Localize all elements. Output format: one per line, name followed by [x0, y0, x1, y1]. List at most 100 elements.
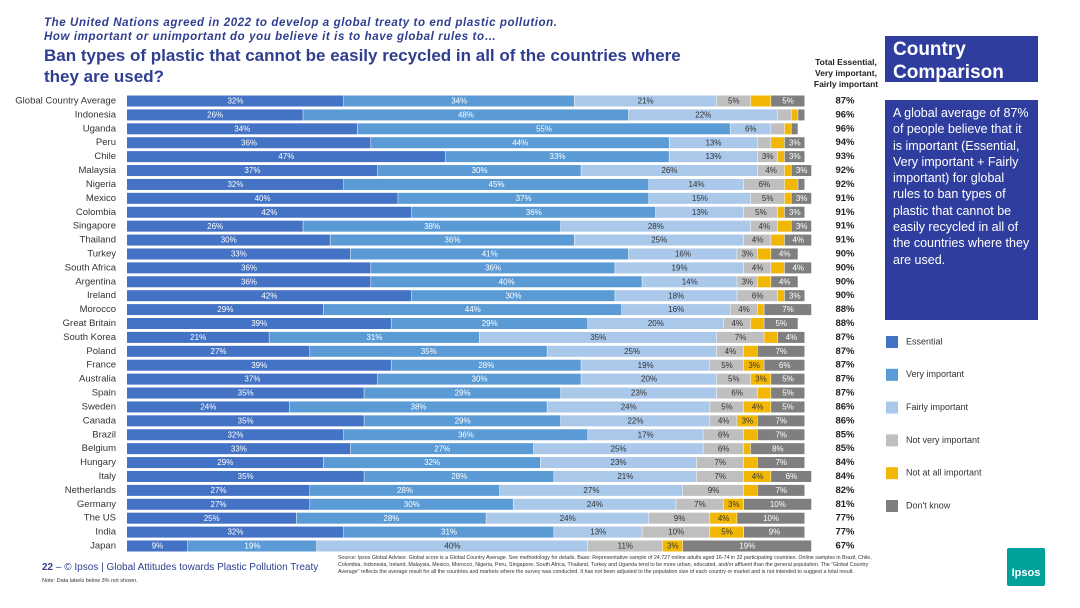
total-label: 88%: [835, 318, 855, 329]
data-label: 32%: [227, 430, 243, 439]
bar-segment: [350, 248, 629, 260]
data-label: 40%: [444, 542, 460, 551]
bar-segment: [303, 109, 629, 121]
bar-segment: [533, 443, 703, 455]
data-label: 4%: [752, 472, 764, 481]
legend-swatch: [886, 434, 898, 447]
data-label: 41%: [482, 250, 498, 259]
legend-label: Essential: [906, 336, 943, 346]
category-label: Hungary: [80, 457, 116, 468]
category-label: South Korea: [63, 332, 117, 343]
bar-segment: [716, 387, 758, 399]
data-label: 19%: [739, 542, 755, 551]
bar-segment: [777, 151, 785, 163]
data-label: 31%: [366, 333, 382, 342]
data-label: 5%: [782, 389, 794, 398]
bar-segment: [547, 401, 710, 413]
bar-segment: [757, 457, 805, 469]
bar-segment: [784, 290, 805, 302]
bar-segment: [479, 331, 717, 343]
data-label: 20%: [641, 375, 657, 384]
bar-segment: [127, 151, 446, 163]
total-label: 77%: [835, 513, 855, 524]
total-label: 90%: [835, 248, 855, 259]
data-label: 7%: [714, 458, 726, 467]
data-label: 22%: [627, 416, 643, 425]
bar-segment: [547, 345, 717, 357]
bar-segment: [411, 290, 615, 302]
category-label: Poland: [86, 346, 116, 357]
bar-segment: [777, 290, 785, 302]
bar-segment: [316, 540, 588, 552]
bar-segment: [743, 484, 758, 496]
data-label: 4%: [765, 166, 777, 175]
bar-segment: [127, 234, 330, 246]
bar-segment: [628, 248, 737, 260]
bar-segment: [791, 109, 798, 121]
bar-segment: [588, 540, 663, 552]
bar-segment: [743, 470, 771, 482]
data-label: 3%: [796, 222, 808, 231]
total-label: 96%: [835, 123, 855, 134]
data-label: 30%: [221, 236, 237, 245]
data-label: 20%: [648, 319, 664, 328]
data-label: 7%: [782, 305, 794, 314]
data-label: 6%: [779, 361, 791, 370]
bar-segment: [764, 304, 812, 316]
data-label: 24%: [560, 514, 576, 523]
data-label: 36%: [241, 138, 257, 147]
total-label: 85%: [835, 429, 855, 440]
bar-segment: [343, 526, 554, 538]
data-label: 29%: [482, 319, 498, 328]
data-label: 9%: [674, 514, 686, 523]
data-label: 32%: [227, 97, 243, 106]
bar-segment: [127, 359, 391, 371]
total-label: 67%: [835, 541, 855, 552]
data-label: 28%: [397, 486, 413, 495]
data-label: 39%: [251, 319, 267, 328]
bar-segment: [771, 276, 798, 288]
category-label: Nigeria: [86, 179, 117, 190]
bar-segment: [791, 165, 812, 177]
bar-segment: [771, 401, 805, 413]
total-label: 91%: [835, 235, 855, 246]
bar-segment: [127, 95, 344, 107]
bar-segment: [588, 429, 703, 441]
bar-segment: [710, 401, 744, 413]
bar-segment: [445, 151, 669, 163]
bar-segment: [581, 373, 717, 385]
data-label: 4%: [786, 333, 798, 342]
bar-segment: [771, 234, 785, 246]
total-label: 94%: [835, 137, 855, 148]
data-label: 6%: [752, 291, 764, 300]
bar-segment: [757, 248, 771, 260]
bar-segment: [710, 359, 744, 371]
category-label: Peru: [96, 137, 116, 148]
data-label: 5%: [728, 375, 740, 384]
data-label: 13%: [692, 208, 708, 217]
bar-segment: [371, 276, 642, 288]
data-label: 45%: [489, 180, 505, 189]
bar-segment: [710, 415, 737, 427]
data-label: 26%: [207, 111, 223, 120]
total-label: 92%: [835, 165, 855, 176]
bar-segment: [771, 248, 798, 260]
data-label: 29%: [455, 389, 471, 398]
category-label: India: [95, 527, 116, 538]
bar-segment: [371, 262, 615, 274]
bar-segment: [574, 95, 717, 107]
data-label: 36%: [485, 263, 501, 272]
bar-segment: [791, 192, 812, 204]
data-label: 30%: [472, 375, 488, 384]
bar-segment: [127, 220, 303, 232]
data-label: 4%: [759, 222, 771, 231]
bar-segment: [743, 526, 805, 538]
data-label: 5%: [721, 361, 733, 370]
data-label: 14%: [682, 277, 698, 286]
total-label: 84%: [835, 457, 855, 468]
bar-segment: [743, 443, 751, 455]
legend-label: Very important: [906, 369, 965, 379]
data-label: 11%: [618, 542, 633, 551]
data-label: 24%: [621, 403, 637, 412]
bar-segment: [554, 526, 642, 538]
